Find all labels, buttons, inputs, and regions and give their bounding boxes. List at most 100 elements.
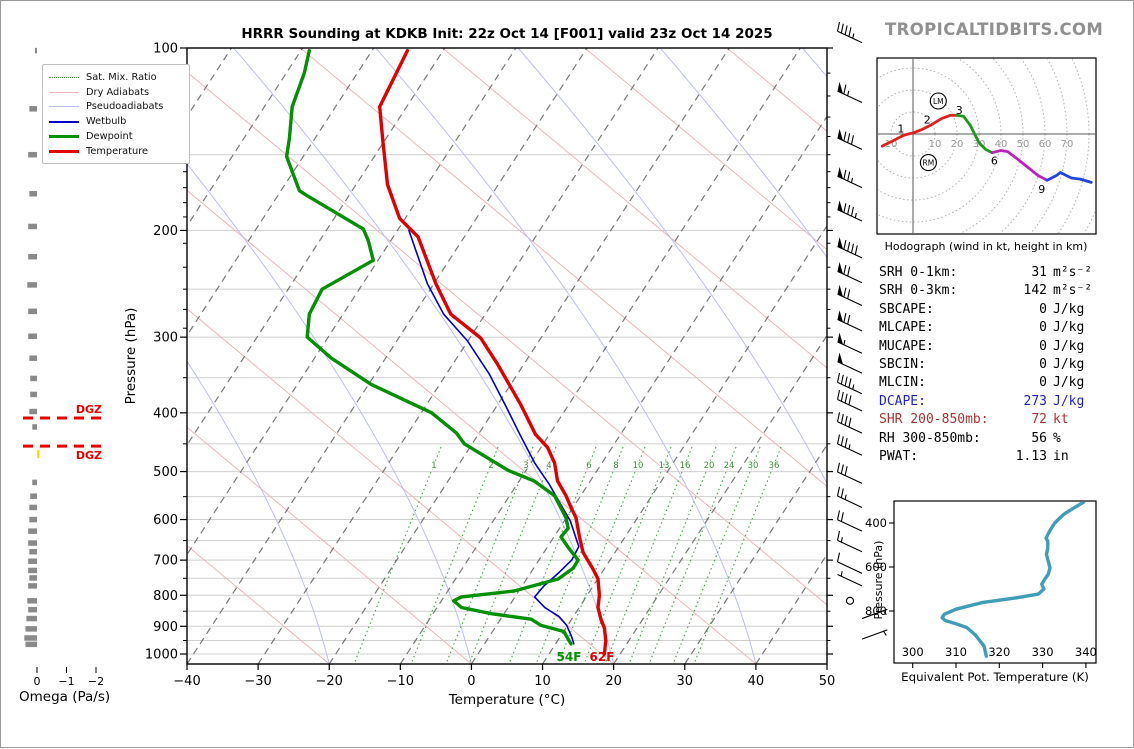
svg-text:50: 50 [1017, 139, 1030, 150]
index-value: 142 [1023, 283, 1047, 299]
svg-text:DGZ: DGZ [76, 449, 102, 462]
svg-text:30: 30 [748, 461, 759, 471]
dewpoint-curve [284, 48, 580, 646]
thetae-panel: 300 310 320 330 340 400 600 800 [865, 500, 1097, 668]
svg-text:0: 0 [467, 674, 475, 689]
index-label: MUCAPE: [879, 338, 934, 354]
svg-text:300: 300 [902, 645, 924, 659]
index-unit: m²s⁻² [1053, 283, 1093, 299]
svg-text:6: 6 [586, 461, 591, 471]
legend-label: Pseudoadiabats [86, 101, 164, 113]
svg-text:800: 800 [153, 589, 178, 604]
hodograph-trace-6-9km [990, 149, 1049, 182]
legend: Sat. Mix. Ratio Dry Adiabats Pseudoadiabat… [42, 64, 190, 164]
index-value: 72 [1031, 412, 1047, 428]
svg-text:2: 2 [924, 114, 931, 127]
svg-text:8: 8 [613, 461, 618, 471]
index-row: MLCAPE: 0 J/kg [879, 319, 1097, 337]
legend-item: Dry Adiabats [49, 85, 183, 100]
svg-text:24: 24 [724, 461, 735, 471]
index-value: 0 [1039, 320, 1047, 336]
omega-axis-label: Omega (Pa/s) [19, 689, 111, 705]
svg-text:70: 70 [1061, 139, 1074, 150]
svg-text:20: 20 [605, 674, 622, 689]
svg-text:20: 20 [951, 139, 964, 150]
surface-temperature-label: 62F [590, 650, 615, 664]
svg-text:−20: −20 [316, 674, 343, 689]
legend-label: Temperature [86, 145, 149, 157]
omega-highlight [37, 450, 40, 459]
index-row: MUCAPE: 0 J/kg [879, 338, 1097, 356]
index-value: 273 [1023, 393, 1047, 409]
index-label: SRH 0-1km: [879, 265, 958, 280]
index-unit: J/kg [1053, 393, 1085, 409]
skewt-frame [186, 47, 828, 665]
page-title: HRRR Sounding at KDKB Init: 22z Oct 14 [… [241, 26, 773, 42]
legend-line-sample [49, 91, 79, 93]
svg-text:4: 4 [546, 461, 551, 471]
svg-text:310: 310 [945, 645, 967, 659]
svg-text:3: 3 [523, 461, 528, 471]
thetae-axis-label: Equivalent Pot. Temperature (K) [901, 670, 1089, 684]
index-value: 1.13 [1015, 448, 1047, 464]
surface-dewpoint-label: 54F [557, 650, 582, 664]
svg-text:10: 10 [929, 139, 942, 150]
index-value: 0 [1039, 301, 1047, 317]
storm-motion-LM [929, 92, 947, 110]
svg-text:−10: −10 [387, 674, 414, 689]
index-unit: J/kg [1053, 338, 1085, 354]
svg-text:40: 40 [748, 674, 765, 689]
svg-text:600: 600 [153, 513, 178, 528]
svg-text:0: 0 [34, 675, 41, 688]
index-label: DCAPE: [879, 393, 926, 409]
index-label: MLCIN: [879, 375, 926, 391]
index-unit: J/kg [1053, 301, 1085, 317]
svg-text:400: 400 [153, 406, 178, 421]
index-row: SBCAPE: 0 J/kg [879, 301, 1097, 319]
legend-line-sample [49, 120, 79, 123]
index-value: 0 [1039, 356, 1047, 372]
index-row: RH 300-850mb: 56% [879, 430, 1097, 448]
svg-text:10: 10 [534, 674, 551, 689]
index-unit: J/kg [1053, 375, 1085, 391]
legend-label: Wetbulb [86, 116, 127, 128]
wetbulb-curve [408, 229, 580, 645]
brand-logo: TROPICALTIDBITS.COM [885, 20, 1104, 39]
index-row: DCAPE: 273 J/kg [879, 393, 1097, 411]
svg-text:10: 10 [633, 461, 644, 471]
index-label: SHR 200-850mb: [879, 412, 989, 428]
svg-text:320: 320 [988, 645, 1010, 659]
svg-text:100: 100 [153, 42, 178, 57]
legend-item: Sat. Mix. Ratio [49, 70, 183, 85]
legend-item: Wetbulb [49, 114, 183, 129]
hodograph-caption: Hodograph (wind in kt, height in km) [884, 240, 1088, 253]
index-row: SHR 200-850mb: 72 kt [879, 411, 1097, 429]
svg-text:3: 3 [956, 104, 963, 117]
svg-text:6: 6 [991, 154, 998, 167]
indices-panel: SRH 0-1km: 31 m²s⁻² SRH 0-3km: 142 m²s⁻² SBCAP… [879, 264, 1097, 466]
skewt-background [187, 48, 827, 664]
svg-text:900: 900 [153, 620, 178, 635]
index-label: SBCAPE: [879, 301, 934, 317]
omega-profile: 0 −1 −2 [24, 47, 104, 688]
svg-text:RM: RM [923, 158, 935, 167]
svg-text:2: 2 [488, 461, 493, 471]
svg-text:800: 800 [865, 604, 887, 618]
legend-label: Dewpoint [86, 131, 133, 143]
svg-text:1: 1 [431, 461, 436, 471]
mixing-ratio-lines: 1 2 3 4 6 8 10 13 16 20 24 30 36 [353, 446, 782, 664]
index-unit: in [1053, 448, 1069, 464]
index-row: SRH 0-3km: 142 m²s⁻² [879, 282, 1097, 300]
svg-text:13: 13 [659, 461, 670, 471]
wind-barbs [836, 21, 888, 640]
svg-text:500: 500 [153, 465, 178, 480]
svg-text:340: 340 [1075, 645, 1097, 659]
dgz-markers: DGZ DGZ [23, 403, 104, 462]
hodograph-trace-0-3km [880, 113, 959, 148]
svg-text:1: 1 [897, 123, 904, 136]
svg-text:−40: −40 [173, 674, 200, 689]
svg-text:50: 50 [819, 674, 836, 689]
